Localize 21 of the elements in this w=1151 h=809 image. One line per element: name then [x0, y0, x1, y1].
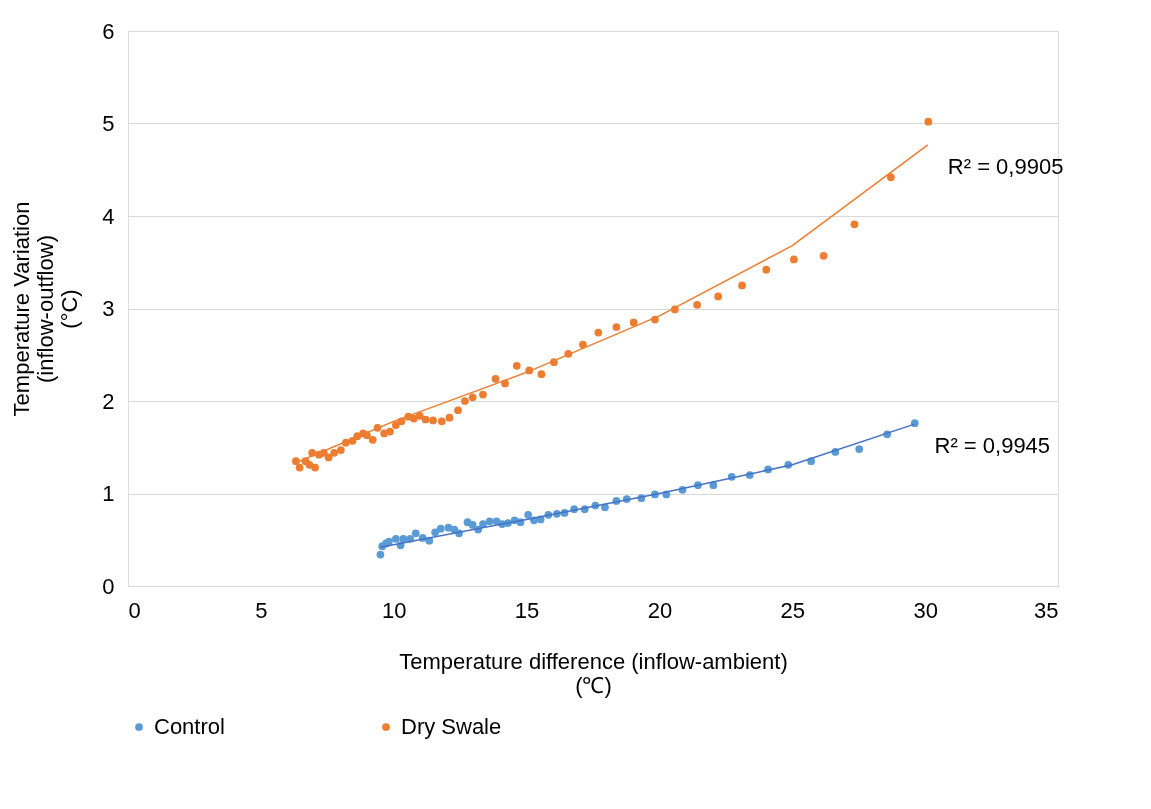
x-tick-label: 5 — [255, 597, 268, 623]
x-tick-label: 35 — [1034, 597, 1059, 623]
y-tick-label: 2 — [102, 388, 115, 414]
y-tick-label: 6 — [102, 18, 115, 44]
legend-label: Dry Swale — [401, 714, 502, 739]
x-tick-label: 25 — [780, 597, 806, 623]
x-tick-label: 0 — [128, 597, 141, 623]
y-axis-title: Temperature Variation (inflow-outflow) (°C) — [9, 201, 83, 417]
x-tick-label: 15 — [514, 597, 540, 623]
annotation: R² = 0,9945 — [934, 433, 1051, 459]
y-tick-label: 3 — [102, 296, 115, 321]
x-tick-label: 30 — [913, 597, 938, 623]
annotation: R² = 0,9905 — [947, 153, 1064, 179]
y-tick-label: 0 — [102, 573, 115, 599]
x-tick-label: 20 — [647, 597, 673, 623]
y-tick-label: 1 — [102, 481, 115, 506]
x-axis-title: Temperature difference (inflow-ambient) (℃) — [399, 648, 788, 698]
y-tick-label: 4 — [102, 203, 115, 229]
x-tick-label: 10 — [381, 597, 407, 623]
y-tick-label: 5 — [102, 111, 115, 136]
legend-label: Control — [154, 714, 225, 739]
